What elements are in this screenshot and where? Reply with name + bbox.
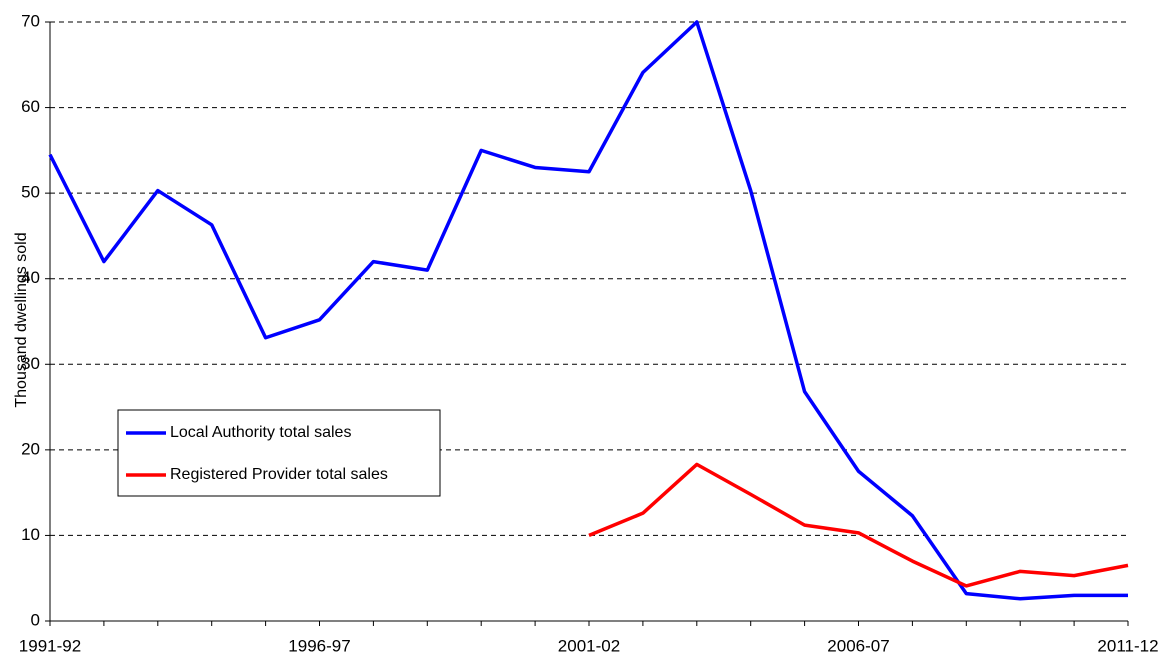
legend-label: Registered Provider total sales <box>170 466 388 483</box>
y-tick-label: 40 <box>21 268 40 287</box>
line <box>48 20 1128 601</box>
y-tick-label: 70 <box>21 11 40 30</box>
y-tick-label: 50 <box>21 183 40 202</box>
y-tick-label: 20 <box>21 439 40 458</box>
y-tick-label: 0 <box>31 610 40 629</box>
legend-label: Local Authority total sales <box>170 424 351 441</box>
x-tick-label: 2011-12 <box>1097 636 1158 655</box>
y-tick-label: 60 <box>21 97 40 116</box>
x-tick-label: 1996-97 <box>288 636 350 655</box>
x-tick-label: 2001-02 <box>558 636 620 655</box>
y-tick-label: 30 <box>21 354 40 373</box>
line <box>588 462 1129 588</box>
y-tick-label: 10 <box>21 525 40 544</box>
y-axis-label: Thousand dwellings sold <box>13 232 30 407</box>
x-tick-label: 1991-92 <box>19 636 81 655</box>
x-tick-label: 2006-07 <box>827 636 889 655</box>
legend <box>117 409 441 497</box>
